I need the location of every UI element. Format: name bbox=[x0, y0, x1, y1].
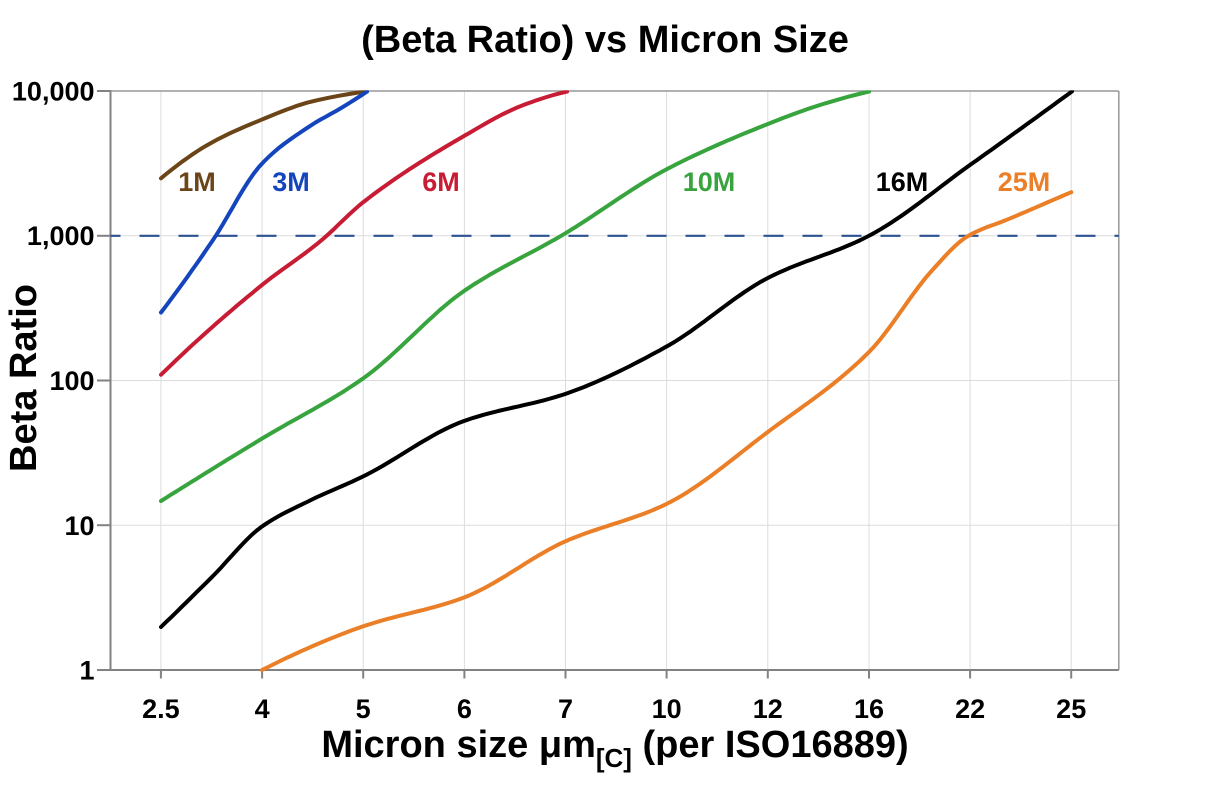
svg-text:10: 10 bbox=[652, 694, 682, 724]
svg-text:Beta Ratio: Beta Ratio bbox=[3, 284, 45, 472]
svg-text:4: 4 bbox=[255, 694, 270, 724]
svg-text:10: 10 bbox=[64, 511, 94, 541]
svg-text:6M: 6M bbox=[422, 167, 460, 197]
svg-text:(Beta Ratio) vs Micron Size: (Beta Ratio) vs Micron Size bbox=[361, 19, 849, 61]
svg-text:1,000: 1,000 bbox=[27, 221, 95, 251]
svg-text:25M: 25M bbox=[998, 167, 1051, 197]
svg-text:6: 6 bbox=[457, 694, 472, 724]
svg-text:10M: 10M bbox=[683, 167, 736, 197]
svg-text:1M: 1M bbox=[178, 167, 216, 197]
svg-text:10,000: 10,000 bbox=[12, 77, 95, 107]
svg-text:25: 25 bbox=[1056, 694, 1086, 724]
svg-text:22: 22 bbox=[955, 694, 985, 724]
svg-text:1: 1 bbox=[79, 656, 94, 686]
svg-text:3M: 3M bbox=[272, 167, 310, 197]
svg-text:7: 7 bbox=[558, 694, 573, 724]
svg-text:100: 100 bbox=[49, 366, 94, 396]
svg-text:2.5: 2.5 bbox=[142, 694, 180, 724]
svg-text:12: 12 bbox=[753, 694, 783, 724]
svg-text:16: 16 bbox=[854, 694, 884, 724]
svg-text:5: 5 bbox=[356, 694, 371, 724]
svg-text:16M: 16M bbox=[876, 167, 929, 197]
